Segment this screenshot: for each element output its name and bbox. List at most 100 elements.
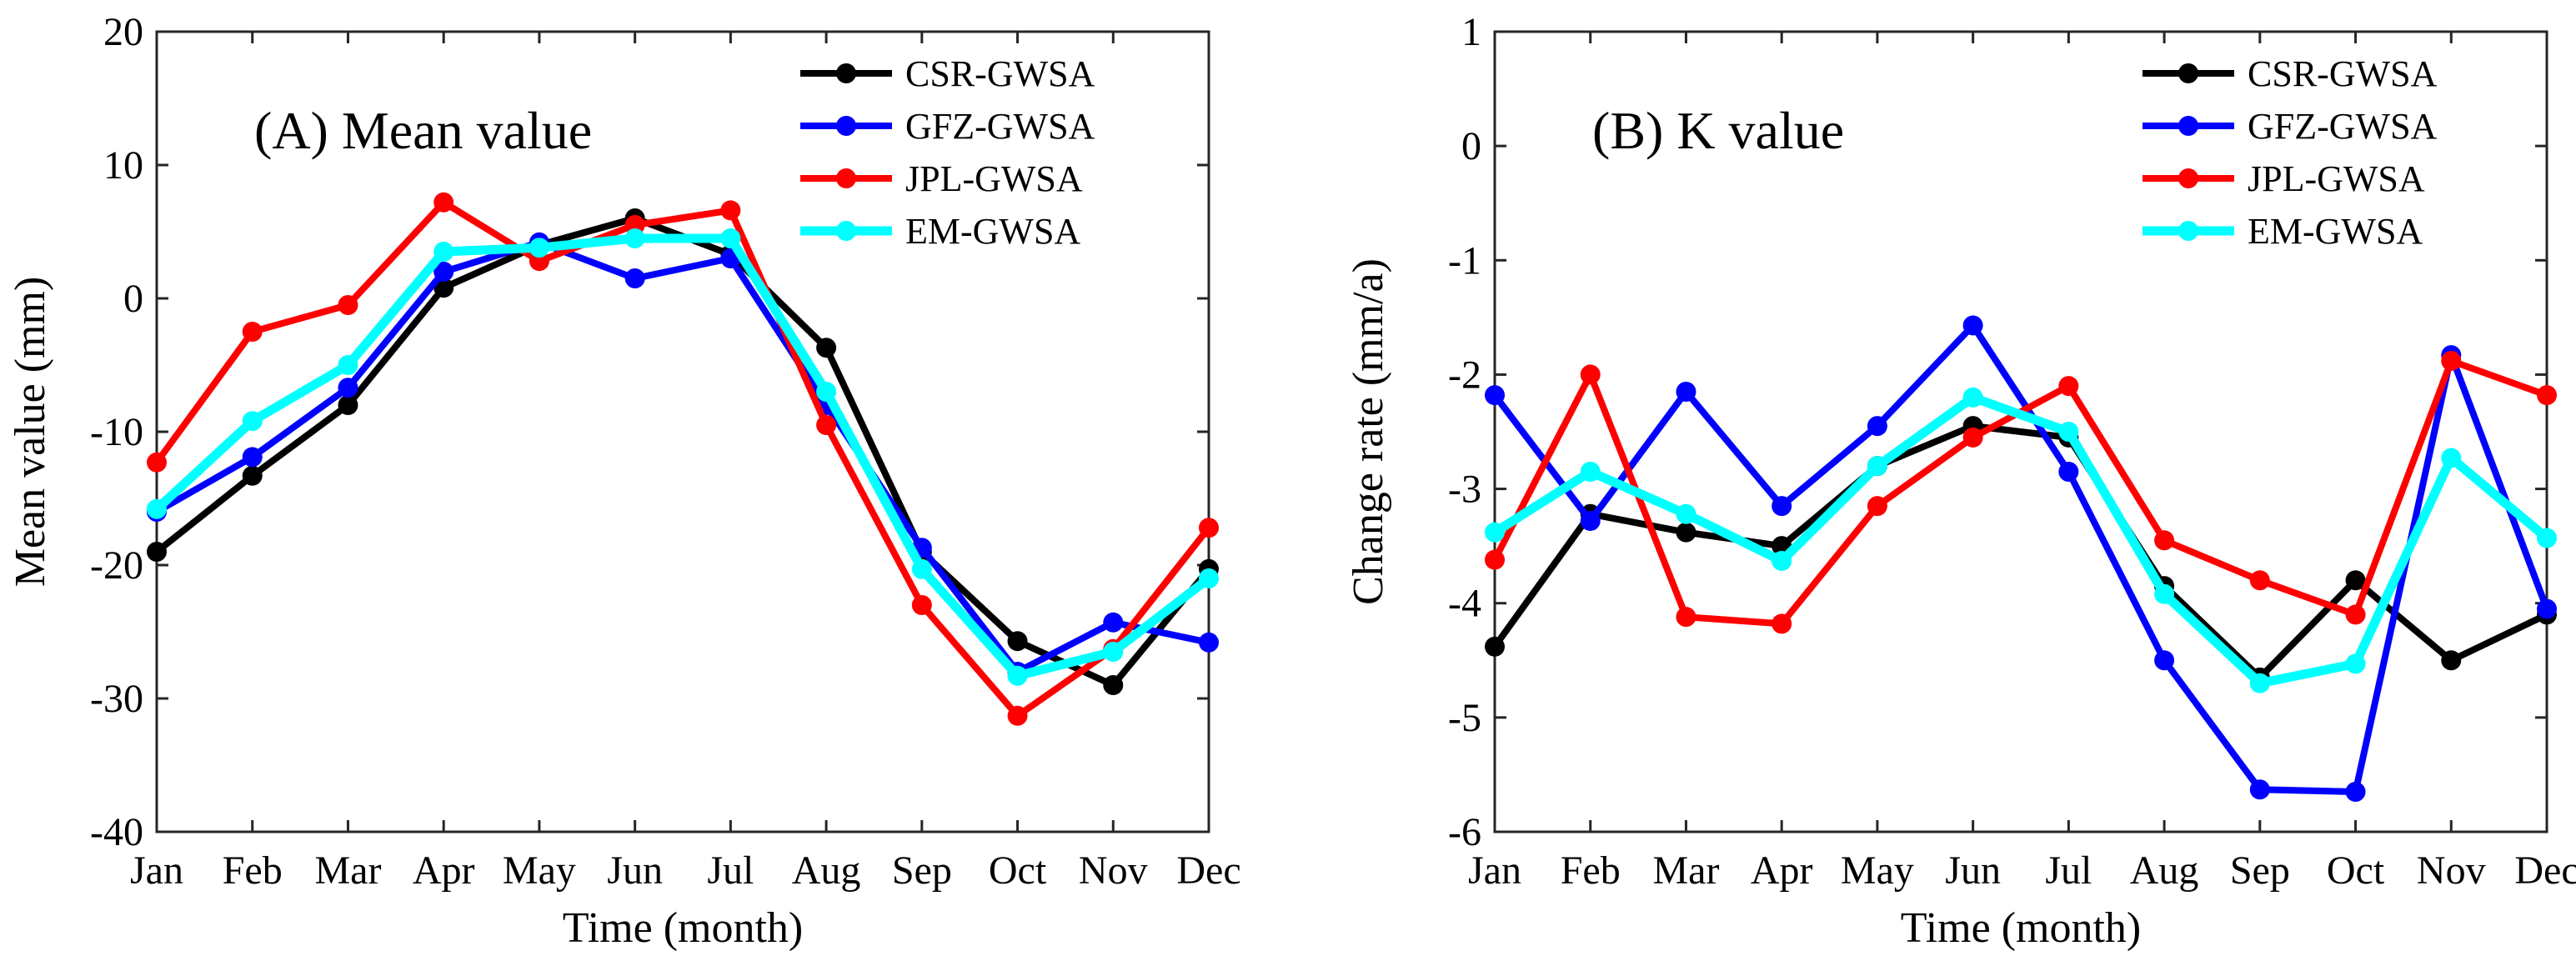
legend-label: EM-GWSA xyxy=(905,211,1080,252)
data-point xyxy=(816,415,837,435)
data-point xyxy=(242,447,263,468)
data-point xyxy=(147,452,167,473)
y-tick-label: 20 xyxy=(103,10,143,54)
data-point xyxy=(2249,673,2270,693)
y-tick-label: 10 xyxy=(103,143,143,188)
data-point xyxy=(2537,528,2557,548)
x-tick-label: Apr xyxy=(413,848,475,893)
legend-marker xyxy=(836,221,856,241)
data-point xyxy=(2441,448,2462,468)
data-point xyxy=(2345,782,2366,802)
data-point xyxy=(1199,518,1219,538)
data-point xyxy=(2441,650,2462,671)
panel-title: (A) Mean value xyxy=(254,101,592,160)
legend-marker xyxy=(2178,168,2198,188)
data-point xyxy=(1485,636,1505,657)
data-point xyxy=(242,411,263,432)
legend-label: CSR-GWSA xyxy=(2248,53,2438,94)
data-point xyxy=(1772,496,1792,517)
x-tick-label: Sep xyxy=(892,848,952,893)
series-line xyxy=(153,233,1212,681)
x-tick-label: May xyxy=(503,848,576,893)
data-point xyxy=(2345,653,2366,674)
legend-marker xyxy=(836,63,856,83)
data-point xyxy=(434,192,454,213)
data-point xyxy=(1676,503,1696,524)
series-gfz-gwsa xyxy=(1485,315,2557,802)
series-csr-gwsa xyxy=(147,208,1219,695)
series-line xyxy=(155,238,1210,675)
data-point xyxy=(1580,462,1601,482)
x-tick-label: Feb xyxy=(223,848,283,893)
x-tick-label: Jun xyxy=(607,848,663,893)
data-point xyxy=(1485,522,1505,543)
y-tick-label: -3 xyxy=(1448,468,1481,512)
legend-marker xyxy=(836,168,856,188)
data-point xyxy=(2249,779,2270,800)
y-tick-label: 0 xyxy=(123,277,143,321)
data-point xyxy=(2058,462,2079,482)
data-point xyxy=(2537,385,2557,406)
data-point xyxy=(1007,705,1028,726)
x-tick-label: Jun xyxy=(1945,848,2001,893)
data-point xyxy=(1676,522,1696,543)
data-point xyxy=(1772,613,1792,634)
data-point xyxy=(1676,607,1696,628)
x-tick-label: Oct xyxy=(2327,848,2385,893)
x-tick-label: Mar xyxy=(314,848,381,893)
series-line xyxy=(153,198,1212,719)
data-point xyxy=(1485,549,1505,570)
x-tick-label: Sep xyxy=(2230,848,2290,893)
data-point xyxy=(2058,422,2079,442)
data-point xyxy=(624,228,645,248)
data-point xyxy=(1867,496,1887,517)
x-tick-label: Dec xyxy=(1176,848,1240,893)
x-tick-label: Jul xyxy=(2045,848,2092,893)
series-em-gwsa xyxy=(147,228,1219,686)
series-gfz-gwsa xyxy=(147,232,1219,682)
data-point xyxy=(2249,570,2270,591)
x-axis-title: Time (month) xyxy=(563,904,803,952)
data-point xyxy=(1867,416,1887,437)
data-point xyxy=(1007,665,1028,686)
legend-marker xyxy=(2178,221,2198,241)
legend-label: EM-GWSA xyxy=(2248,211,2423,252)
data-point xyxy=(338,395,358,415)
data-point xyxy=(816,382,837,402)
panel-title: (B) K value xyxy=(1592,101,1844,160)
x-tick-label: Nov xyxy=(2417,848,2486,893)
data-point xyxy=(1007,631,1028,652)
data-point xyxy=(338,355,358,375)
y-tick-label: -20 xyxy=(90,543,143,588)
chart-panel-a: -40 -30 -20 -10 0 10 20 Jan Feb Mar Apr May Jun Jul Au… xyxy=(7,10,1241,952)
data-point xyxy=(1962,387,1983,408)
series-line xyxy=(154,215,1212,688)
y-tick-label: -1 xyxy=(1448,238,1481,283)
data-point xyxy=(624,268,645,288)
x-tick-label: Feb xyxy=(1561,848,1621,893)
plot-frame xyxy=(1493,30,2548,833)
y-axis-title: Change rate (mm/a) xyxy=(1345,258,1392,605)
data-point xyxy=(1580,364,1601,385)
y-tick-label: -40 xyxy=(90,810,143,854)
data-point xyxy=(720,228,741,248)
legend-label: GFZ-GWSA xyxy=(905,106,1095,147)
data-point xyxy=(1103,642,1124,662)
data-point xyxy=(911,558,932,579)
data-point xyxy=(1962,427,1983,448)
data-point xyxy=(434,242,454,262)
legend: CSR-GWSA GFZ-GWSA JPL-GWSA EM-GWSA xyxy=(2142,53,2438,252)
data-point xyxy=(1867,456,1887,477)
data-point xyxy=(1103,675,1124,695)
data-point xyxy=(1199,568,1219,588)
data-point xyxy=(147,542,167,562)
series-csr-gwsa xyxy=(1485,416,2557,688)
y-tick-label: -4 xyxy=(1448,582,1481,626)
legend-label: JPL-GWSA xyxy=(2248,158,2425,199)
data-point xyxy=(147,498,167,519)
data-point xyxy=(2537,598,2557,619)
x-tick-label: Mar xyxy=(1652,848,1719,893)
legend-marker xyxy=(2178,63,2198,83)
x-tick-label: Jul xyxy=(707,848,754,893)
data-point xyxy=(2441,350,2462,371)
